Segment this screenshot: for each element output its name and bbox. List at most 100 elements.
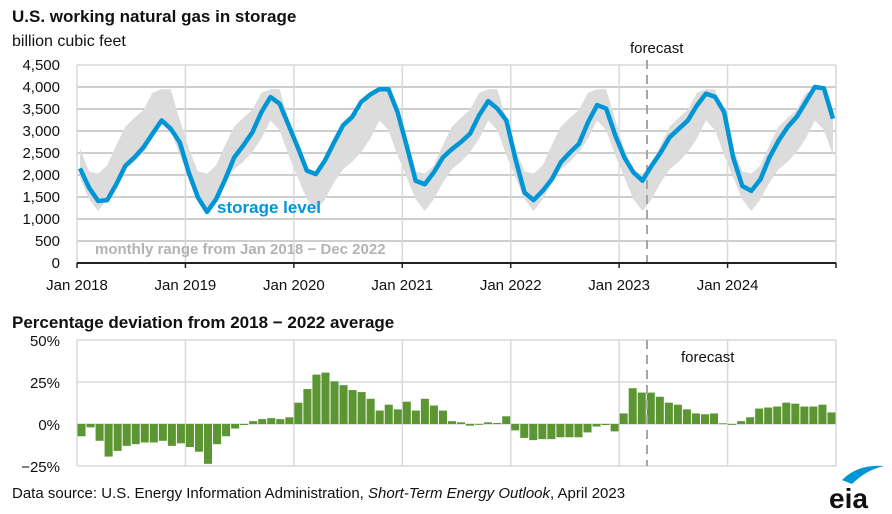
deviation-bar bbox=[222, 424, 231, 437]
deviation-bar bbox=[167, 424, 176, 446]
deviation-bar bbox=[691, 413, 700, 424]
y-tick-label: 25% bbox=[30, 375, 60, 392]
deviation-bar bbox=[791, 403, 800, 424]
deviation-bar bbox=[583, 424, 592, 433]
deviation-bar bbox=[556, 424, 565, 438]
bottom-chart-title: Percentage deviation from 2018 − 2022 av… bbox=[12, 313, 394, 332]
deviation-bar bbox=[429, 405, 438, 424]
x-tick-label: Jan 2018 bbox=[46, 277, 108, 294]
deviation-bar bbox=[782, 402, 791, 424]
deviation-bar bbox=[664, 402, 673, 424]
deviation-bar bbox=[140, 424, 149, 443]
deviation-bar bbox=[728, 424, 737, 425]
deviation-bar bbox=[773, 406, 782, 424]
x-tick-label: Jan 2021 bbox=[371, 277, 433, 294]
deviation-bar bbox=[628, 388, 637, 424]
deviation-bar bbox=[764, 407, 773, 424]
deviation-bar bbox=[574, 424, 583, 438]
forecast-label: forecast bbox=[630, 40, 684, 57]
deviation-bar bbox=[204, 424, 213, 464]
deviation-bar bbox=[303, 389, 312, 424]
deviation-bar bbox=[366, 398, 375, 424]
deviation-bar bbox=[529, 424, 538, 441]
deviation-bar bbox=[755, 408, 764, 424]
deviation-bar bbox=[809, 406, 818, 424]
y-tick-label: 3,000 bbox=[22, 123, 60, 140]
deviation-bar bbox=[646, 392, 655, 424]
x-tick-label: Jan 2024 bbox=[697, 277, 759, 294]
deviation-bar bbox=[827, 412, 836, 424]
deviation-bar bbox=[402, 401, 411, 424]
deviation-bar bbox=[411, 410, 420, 424]
deviation-bar bbox=[700, 414, 709, 424]
source-publication: Short-Term Energy Outlook bbox=[368, 485, 552, 502]
deviation-bar bbox=[231, 424, 240, 429]
deviation-bar bbox=[375, 410, 384, 424]
deviation-bar bbox=[185, 424, 194, 448]
y-tick-label: 2,000 bbox=[22, 167, 60, 184]
deviation-bar bbox=[565, 424, 574, 438]
deviation-bar bbox=[384, 404, 393, 424]
deviation-bar bbox=[276, 419, 285, 424]
forecast-label: forecast bbox=[681, 349, 735, 366]
deviation-bar bbox=[357, 392, 366, 424]
deviation-bar bbox=[484, 422, 493, 424]
x-tick-label: Jan 2022 bbox=[480, 277, 542, 294]
eia-logo-text: eia bbox=[829, 483, 868, 514]
deviation-bar bbox=[104, 424, 113, 457]
deviation-bar bbox=[113, 424, 122, 451]
deviation-bar bbox=[746, 417, 755, 424]
deviation-bar bbox=[348, 390, 357, 424]
deviation-bar bbox=[655, 396, 664, 424]
series-label-monthly-range: monthly range from Jan 2018 − Dec 2022 bbox=[95, 241, 386, 258]
deviation-bar bbox=[339, 385, 348, 424]
deviation-bar bbox=[818, 404, 827, 424]
deviation-bar bbox=[475, 424, 484, 425]
y-tick-label: 3,500 bbox=[22, 101, 60, 118]
x-tick-label: Jan 2020 bbox=[263, 277, 325, 294]
y-tick-label: −25% bbox=[21, 459, 60, 476]
deviation-bar bbox=[393, 409, 402, 424]
top-chart-title: U.S. working natural gas in storage bbox=[12, 7, 296, 26]
source-prefix: Data source: U.S. Energy Information Adm… bbox=[12, 485, 368, 502]
deviation-bar bbox=[637, 392, 646, 424]
deviation-bar bbox=[194, 424, 203, 452]
deviation-bar bbox=[240, 424, 249, 426]
y-tick-label: 4,000 bbox=[22, 79, 60, 96]
deviation-bar bbox=[547, 424, 556, 440]
deviation-bar bbox=[176, 424, 185, 444]
source-suffix: , April 2023 bbox=[550, 485, 625, 502]
eia-logo-swoosh bbox=[842, 465, 884, 484]
deviation-chart: −25% 0% 25% 50% forecast bbox=[21, 333, 837, 476]
y-tick-label: 4,500 bbox=[22, 57, 60, 74]
y-tick-label: 500 bbox=[35, 233, 60, 250]
deviation-bar bbox=[312, 374, 321, 424]
deviation-bar bbox=[77, 424, 86, 437]
y-tick-label: 50% bbox=[30, 333, 60, 350]
deviation-bar bbox=[457, 422, 466, 424]
deviation-bar bbox=[511, 424, 520, 431]
deviation-bar bbox=[520, 424, 529, 438]
deviation-bar bbox=[538, 424, 547, 440]
y-tick-label: 1,500 bbox=[22, 189, 60, 206]
y-tick-label: 2,500 bbox=[22, 145, 60, 162]
y-tick-label: 0 bbox=[52, 255, 60, 272]
deviation-bar bbox=[438, 410, 447, 424]
deviation-bar bbox=[149, 424, 158, 443]
deviation-bar bbox=[330, 381, 339, 424]
storage-level-line bbox=[77, 84, 836, 215]
deviation-bar bbox=[710, 413, 719, 424]
deviation-bar bbox=[285, 417, 294, 424]
deviation-bar bbox=[466, 424, 475, 426]
deviation-bar bbox=[294, 402, 303, 424]
y-tick-label: 1,000 bbox=[22, 211, 60, 228]
deviation-bar bbox=[800, 406, 809, 424]
deviation-bar bbox=[673, 404, 682, 424]
deviation-bar bbox=[619, 413, 628, 424]
deviation-bar bbox=[249, 421, 258, 424]
deviation-bar bbox=[682, 409, 691, 424]
series-label-storage-level: storage level bbox=[217, 198, 321, 217]
deviation-bar bbox=[213, 424, 222, 445]
deviation-bar bbox=[258, 419, 267, 424]
